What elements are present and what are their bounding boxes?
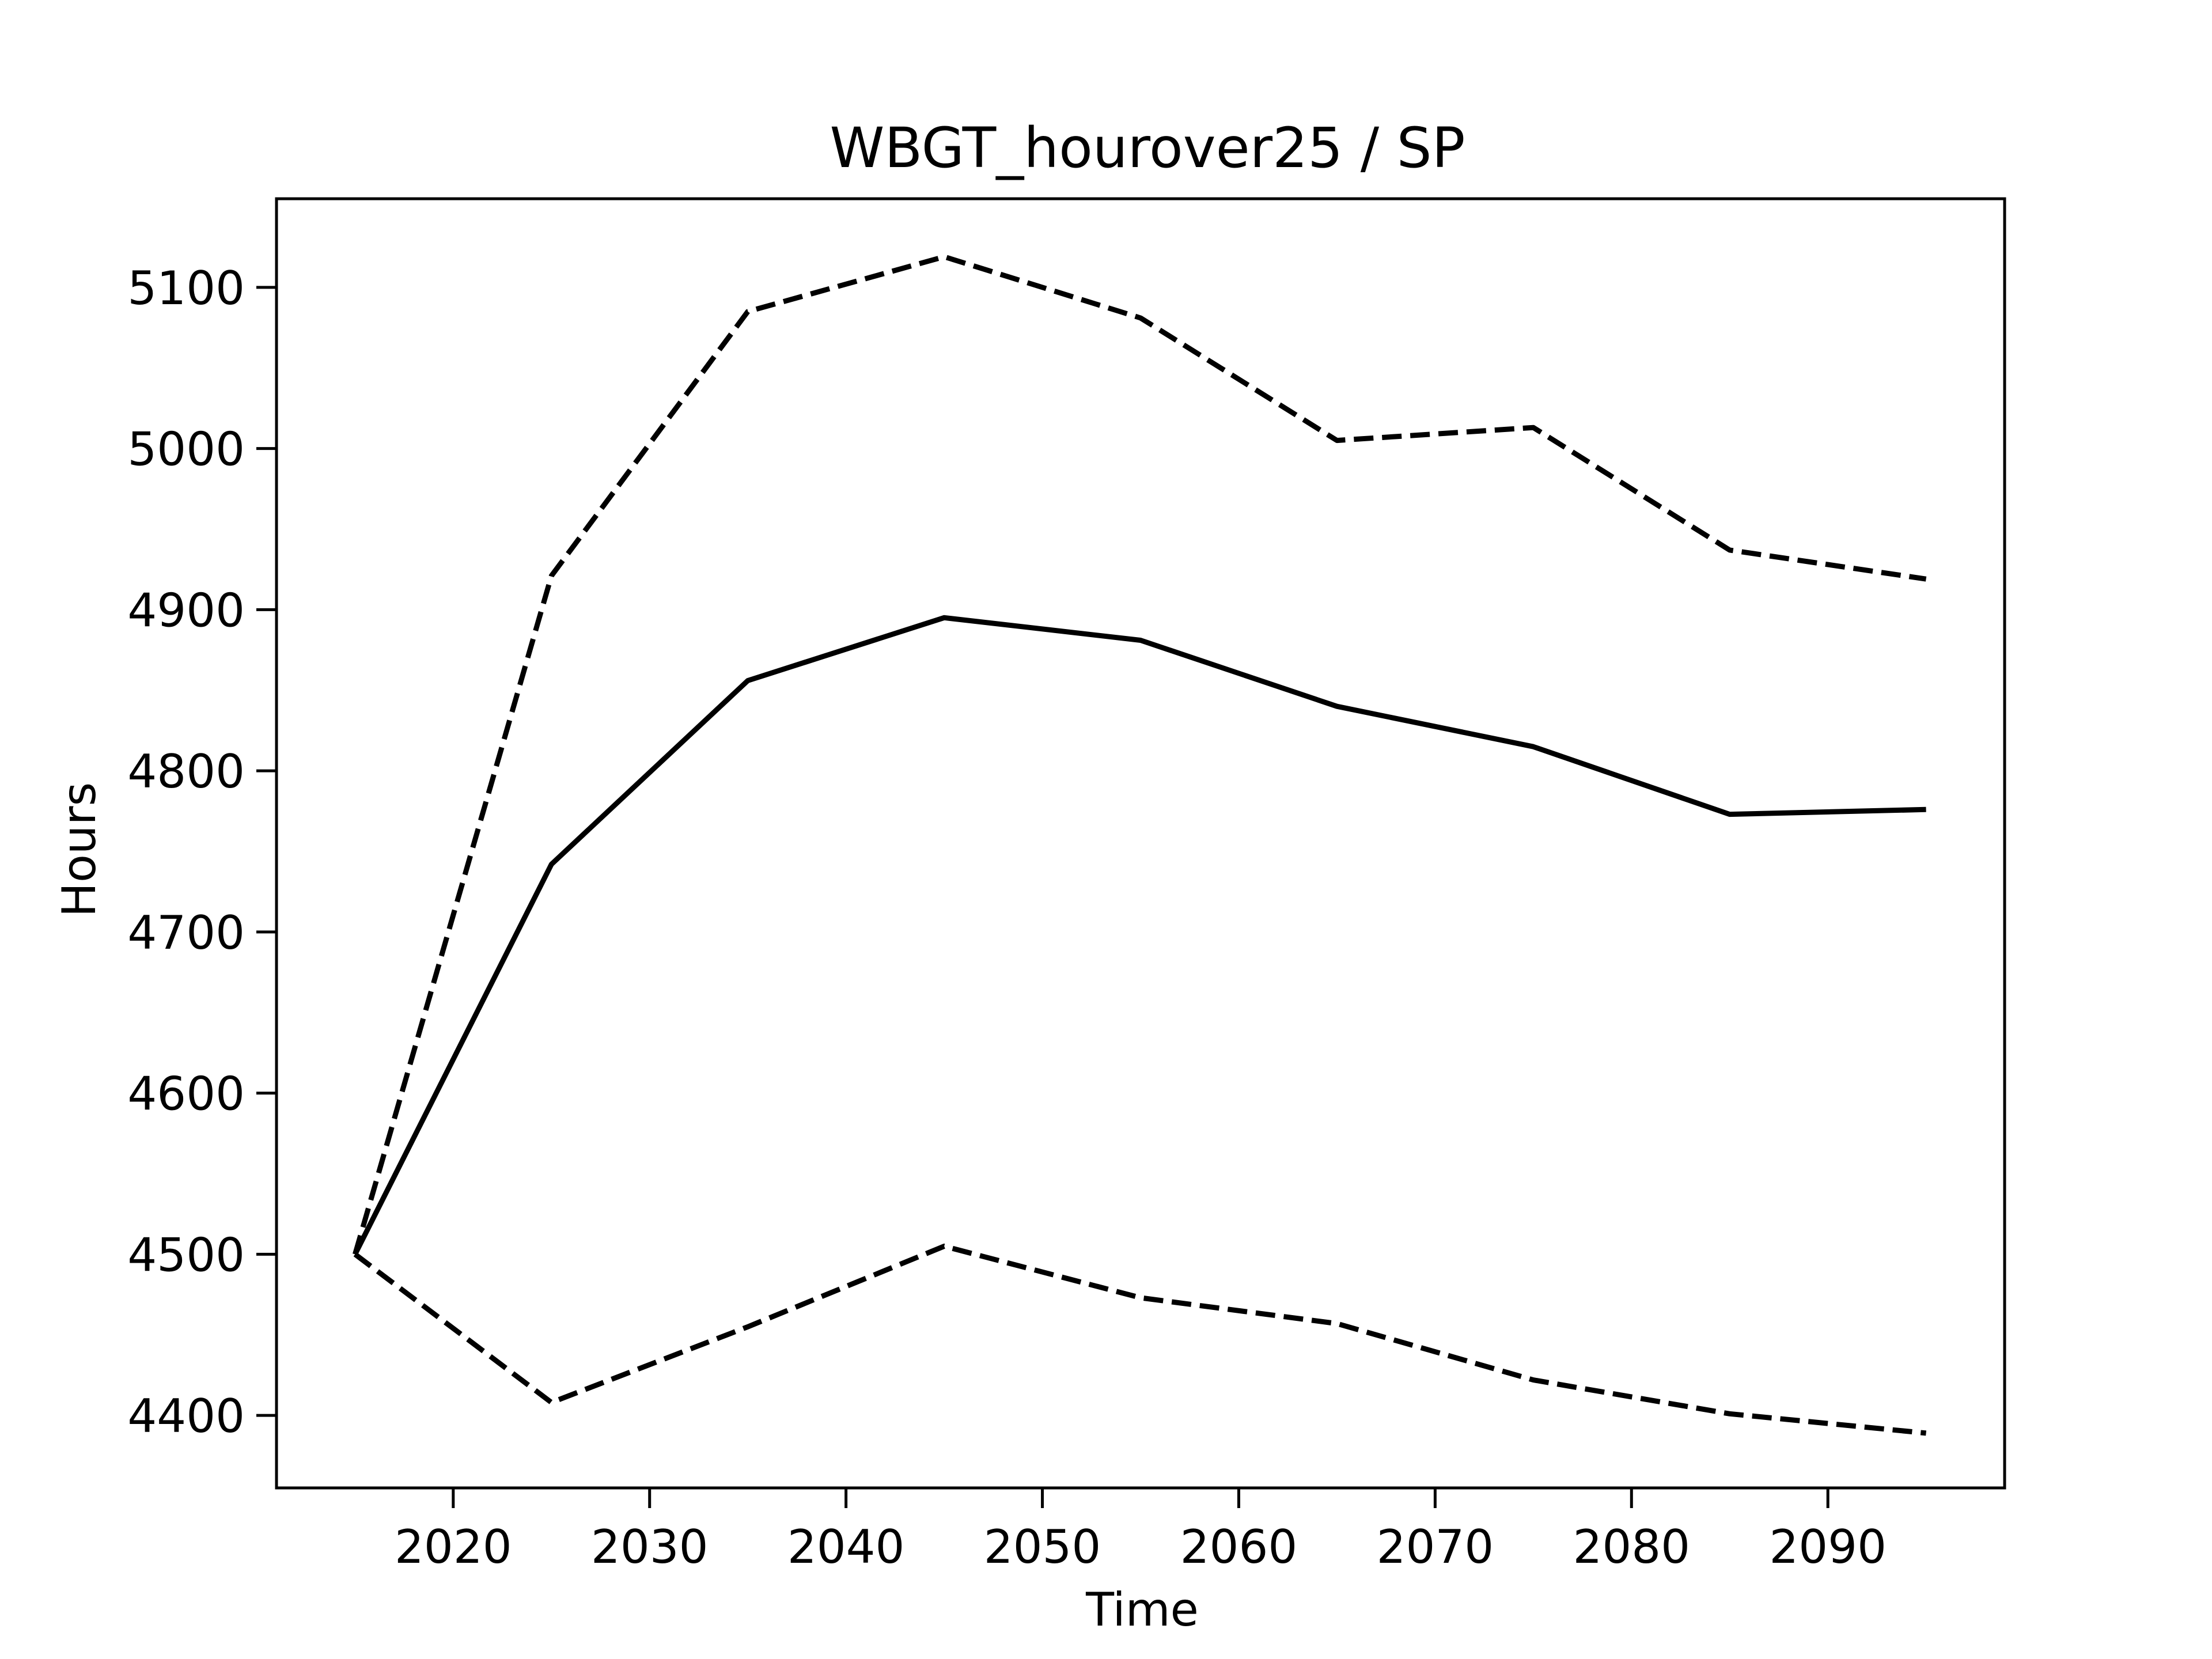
y-tick-label: 4700	[127, 906, 245, 960]
dashed-series-line-1	[353, 254, 1927, 1255]
y-axis-label: Hours	[52, 782, 106, 917]
y-tick-label: 5100	[127, 262, 245, 315]
x-tick-label: 2090	[1769, 1520, 1887, 1574]
chart-title: WBGT_hourover25 / SP	[830, 116, 1465, 180]
x-axis-label: Time	[1085, 1583, 1199, 1637]
x-tick-label: 2070	[1377, 1520, 1494, 1574]
y-tick-label: 4800	[127, 745, 245, 798]
x-tick-label: 2080	[1573, 1520, 1690, 1574]
y-tick-label: 4400	[127, 1389, 245, 1443]
x-tick-label: 2050	[984, 1520, 1101, 1574]
y-tick-label: 4900	[127, 584, 245, 637]
x-tick-label: 2060	[1180, 1520, 1298, 1574]
x-axis: 2020 2030 2040 2050 2060 2070 2080 2090	[395, 1488, 1887, 1574]
axes-frame	[275, 197, 2006, 1490]
y-tick-label: 4600	[127, 1067, 245, 1121]
x-tick-label: 2040	[787, 1520, 905, 1574]
x-tick-label: 2020	[395, 1520, 512, 1574]
solid-series-line-0	[353, 615, 1926, 1256]
plot-area	[275, 197, 2006, 1490]
y-tick-label: 4500	[127, 1228, 245, 1282]
dashed-series-line-2	[353, 1243, 1927, 1436]
x-tick-label: 2030	[591, 1520, 709, 1574]
series-layer	[353, 254, 1927, 1436]
y-axis: 4400 4500 4600 4700 4800 4900 5000 5100	[127, 262, 276, 1443]
y-tick-label: 5000	[127, 423, 245, 476]
